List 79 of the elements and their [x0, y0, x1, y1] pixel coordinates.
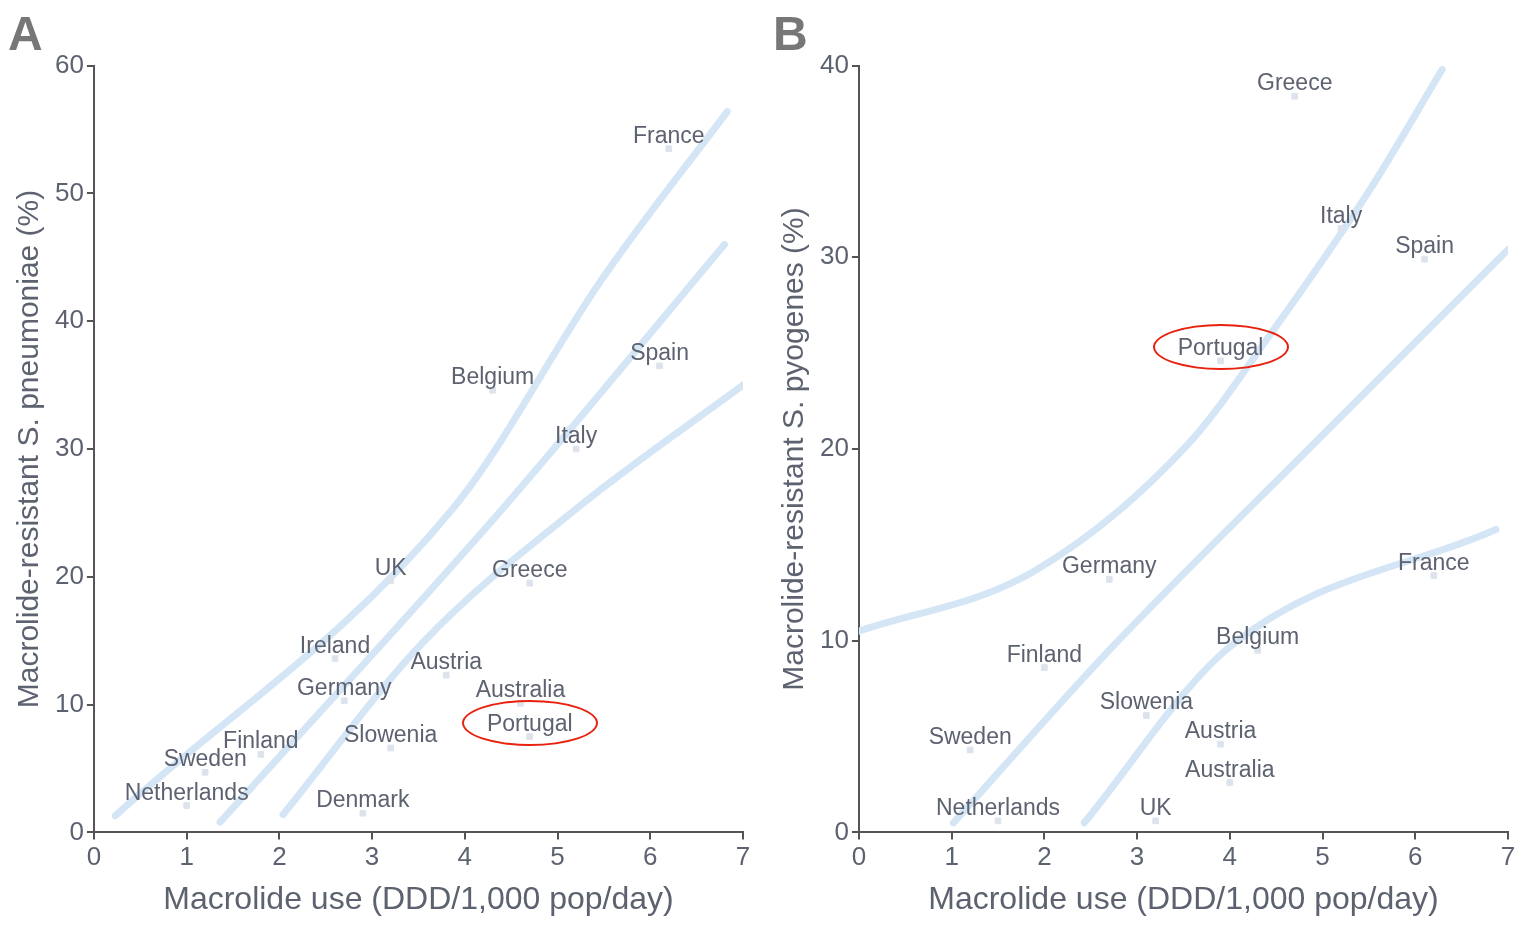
point	[1226, 779, 1234, 786]
series-label: Slowenia	[1099, 688, 1194, 715]
series-label: Netherlands	[935, 793, 1061, 820]
y-tick-label: 30	[55, 432, 84, 463]
y-tick-label: 10	[820, 623, 849, 654]
series-label: Austria	[410, 648, 483, 675]
series-label: Spain	[630, 338, 689, 365]
x-tick-label: 6	[1408, 841, 1423, 872]
y-tick-label: 40	[820, 48, 849, 79]
series-label: Portugal	[1177, 333, 1264, 360]
x-tick-label: 5	[550, 841, 565, 872]
series-label: France	[1398, 548, 1470, 575]
point	[526, 579, 534, 587]
point	[1041, 664, 1048, 671]
point	[1291, 92, 1299, 100]
x-tick-label: 3	[364, 841, 380, 872]
series-label: Spain	[1395, 232, 1454, 259]
y-tick-label: 0	[69, 815, 84, 846]
series-label: Finland	[1006, 640, 1083, 667]
series-label: Netherlands	[124, 778, 249, 805]
x-tick-label: 5	[1315, 841, 1330, 872]
y-tick-label: 30	[820, 240, 849, 271]
series-label: France	[633, 121, 705, 148]
x-tick-label: 2	[272, 841, 287, 872]
x-axis-title: Macrolide use (DDD/1,000 pop/day)	[163, 879, 674, 916]
x-axis-title: Macrolide use (DDD/1,000 pop/day)	[928, 879, 1439, 916]
series-label: Germany	[296, 673, 393, 700]
point	[387, 577, 394, 584]
series-label: Australia	[475, 676, 566, 703]
series-label: Slowenia	[343, 721, 438, 748]
y-tick-label: 20	[820, 432, 849, 463]
series-label: Ireland	[299, 631, 371, 658]
series-label: Greece	[1257, 69, 1333, 96]
point	[331, 655, 339, 662]
point	[966, 746, 974, 754]
x-tick-label: 1	[179, 841, 194, 872]
series-label: Portugal	[486, 709, 573, 736]
point	[1152, 817, 1159, 825]
point	[1217, 740, 1224, 748]
series-label: Belgium	[1216, 623, 1300, 650]
series-label: Italy	[555, 422, 598, 448]
y-tick-label: 60	[55, 48, 84, 79]
y-tick-label: 0	[834, 815, 849, 846]
x-tick-label: 4	[457, 841, 473, 872]
point	[387, 744, 394, 752]
series-label: Denmark	[316, 786, 410, 813]
series-label: Belgium	[451, 363, 535, 390]
x-tick-label: 7	[1500, 841, 1516, 872]
y-axis-title: Macrolide-resistant S. pyogenes (%)	[776, 207, 810, 691]
x-tick-label: 2	[1037, 841, 1052, 872]
y-tick-label: 20	[55, 559, 84, 590]
series-label: Australia	[1185, 755, 1275, 782]
point	[1430, 572, 1438, 579]
series-label: Sweden	[928, 722, 1012, 749]
x-tick-label: 4	[1222, 841, 1238, 872]
point	[183, 802, 190, 809]
point	[994, 817, 1002, 825]
y-tick-label: 50	[55, 176, 84, 207]
y-tick-label: 10	[55, 687, 84, 718]
series-label: UK	[374, 553, 408, 580]
y-tick-label: 40	[55, 304, 84, 335]
point	[201, 769, 209, 776]
x-tick-label: 1	[944, 841, 959, 872]
series-label: Germany	[1061, 552, 1158, 579]
series-label: Italy	[1320, 201, 1363, 228]
point	[359, 809, 367, 817]
y-axis-title: Macrolide-resistant S. pneumoniae (%)	[11, 189, 45, 709]
x-tick-label: 7	[735, 841, 751, 872]
chart-title: A	[8, 7, 43, 61]
point	[257, 751, 265, 758]
chart-title: B	[773, 7, 808, 61]
point	[442, 671, 450, 679]
point	[1143, 712, 1150, 719]
series-label: Austria	[1184, 717, 1257, 744]
series-label: Greece	[492, 556, 568, 583]
series-label: UK	[1139, 793, 1173, 820]
x-tick-label: 3	[1129, 841, 1145, 872]
point	[665, 145, 673, 152]
x-tick-label: 6	[643, 841, 658, 872]
